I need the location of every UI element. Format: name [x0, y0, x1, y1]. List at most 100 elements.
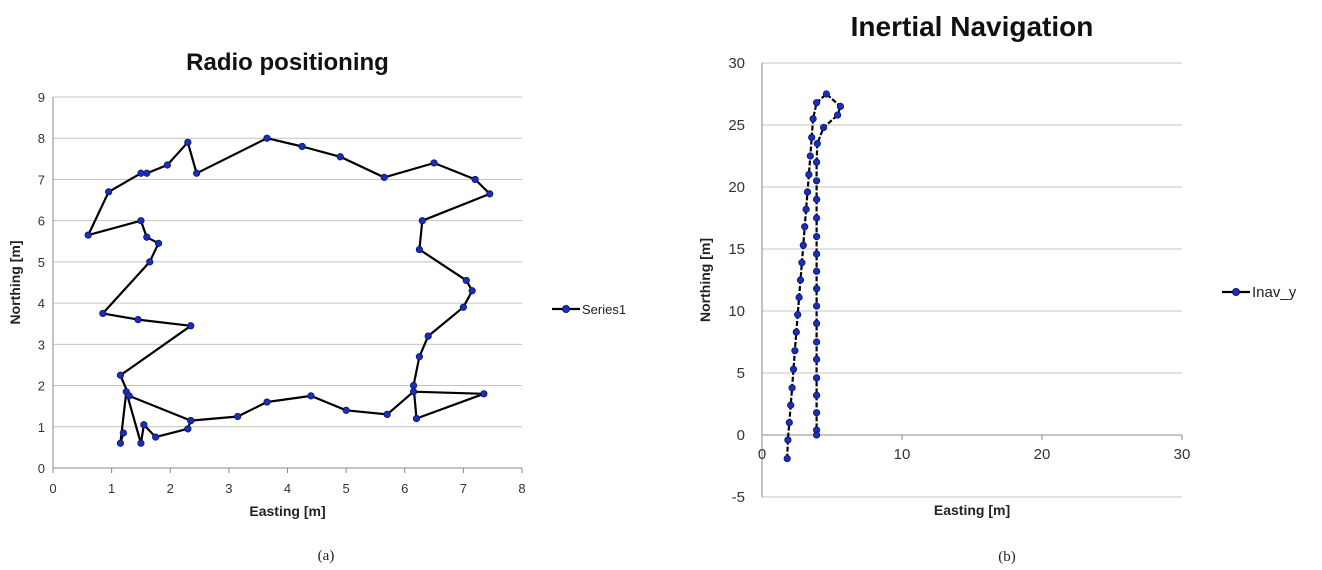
data-point [812, 355, 821, 363]
data-point [784, 436, 792, 444]
data-point [812, 431, 821, 439]
y-tick-label: 9 [38, 90, 45, 105]
data-point [812, 195, 821, 203]
y-tick-label: 7 [38, 172, 45, 187]
data-point [143, 233, 151, 241]
x-tick-label: 4 [284, 481, 291, 496]
data-point [783, 454, 791, 463]
chart-radio-positioning: Radio positioning 0 1 2 3 4 5 6 7 8 9 0 1 2 3 4 5 6 7 8 East… [7, 49, 626, 564]
data-point [836, 102, 845, 111]
y-tick-label: 10 [728, 303, 745, 320]
y-tick-label: 0 [38, 461, 45, 476]
x-tick-label: 2 [167, 481, 174, 496]
x-tick-label: 1 [108, 481, 115, 496]
data-point [409, 388, 418, 396]
data-point [812, 285, 821, 293]
data-point [307, 392, 315, 400]
y-tick-label: 5 [737, 365, 745, 382]
data-point [468, 287, 476, 295]
data-point [234, 412, 242, 421]
data-point [805, 171, 813, 179]
data-point [187, 416, 195, 425]
data-point [84, 231, 92, 239]
data-point [819, 123, 828, 132]
data-point [415, 245, 424, 254]
data-point [801, 223, 809, 231]
x-tick-label: 5 [343, 481, 350, 496]
data-point [383, 410, 391, 419]
data-point [480, 390, 488, 398]
data-point [795, 293, 803, 301]
data-point [813, 140, 821, 148]
data-point [140, 421, 148, 429]
legend-label: Inav_y [1252, 284, 1297, 301]
series-line [87, 137, 491, 445]
data-point [799, 241, 807, 249]
data-point [184, 138, 192, 146]
data-point [789, 365, 798, 373]
data-point [163, 161, 171, 169]
y-tick-label: 8 [38, 131, 45, 146]
data-point [151, 433, 160, 441]
y-tick-label: 5 [38, 255, 45, 270]
data-point [143, 169, 151, 177]
y-axis-title: Northing [m] [7, 241, 23, 325]
x-tick-label: 20 [1034, 446, 1051, 463]
data-point [796, 276, 805, 284]
data-point [380, 173, 388, 181]
data-point [430, 159, 438, 167]
data-point [105, 188, 113, 196]
data-point [812, 177, 821, 185]
x-tick-label: 8 [518, 481, 525, 496]
data-point [802, 205, 810, 213]
data-point [812, 391, 821, 399]
data-point [792, 328, 800, 336]
x-tick-label: 7 [460, 481, 467, 496]
data-point [486, 190, 494, 198]
data-point [116, 371, 125, 379]
data-point [424, 332, 432, 340]
y-tick-label: 15 [728, 241, 745, 258]
x-tick-label: 3 [225, 481, 232, 496]
data-point [788, 384, 796, 392]
x-tick-label: 10 [894, 446, 911, 463]
x-tick-label: 30 [1174, 446, 1191, 463]
data-point [812, 214, 821, 222]
data-point [787, 401, 795, 409]
data-point [412, 414, 421, 423]
data-point [471, 175, 479, 184]
data-point [119, 429, 127, 437]
x-tick-label: 0 [49, 481, 56, 496]
figure-caption: (a) [318, 548, 335, 564]
data-point [137, 217, 145, 225]
data-point [134, 315, 142, 324]
data-point [822, 90, 831, 98]
y-tick-label: 25 [728, 117, 745, 134]
y-tick-label: 30 [728, 55, 745, 72]
data-point [154, 239, 163, 247]
y-tick-label: 4 [38, 296, 45, 311]
figure-caption: (b) [998, 549, 1016, 565]
data-point [459, 303, 467, 311]
data-point [812, 158, 821, 166]
y-tick-label: 2 [38, 379, 45, 394]
data-point [342, 406, 350, 414]
x-axis-title: Easting [m] [249, 503, 325, 519]
data-point [187, 322, 195, 330]
y-tick-label: -5 [732, 489, 745, 506]
data-point [263, 134, 271, 142]
data-point [184, 425, 192, 433]
data-point [193, 169, 201, 177]
data-point [809, 115, 817, 123]
data-point [785, 418, 793, 427]
x-tick-label: 0 [758, 446, 766, 463]
data-point [803, 188, 812, 196]
y-tick-label: 1 [38, 420, 45, 435]
data-point [125, 392, 133, 400]
data-point [812, 319, 821, 327]
y-tick-label: 3 [38, 337, 45, 352]
data-point [812, 267, 821, 275]
chart-inertial-navigation: Inertial Navigation -5 0 5 10 15 20 25 30 0 10 20 30… [697, 11, 1297, 565]
legend-marker [562, 304, 571, 313]
